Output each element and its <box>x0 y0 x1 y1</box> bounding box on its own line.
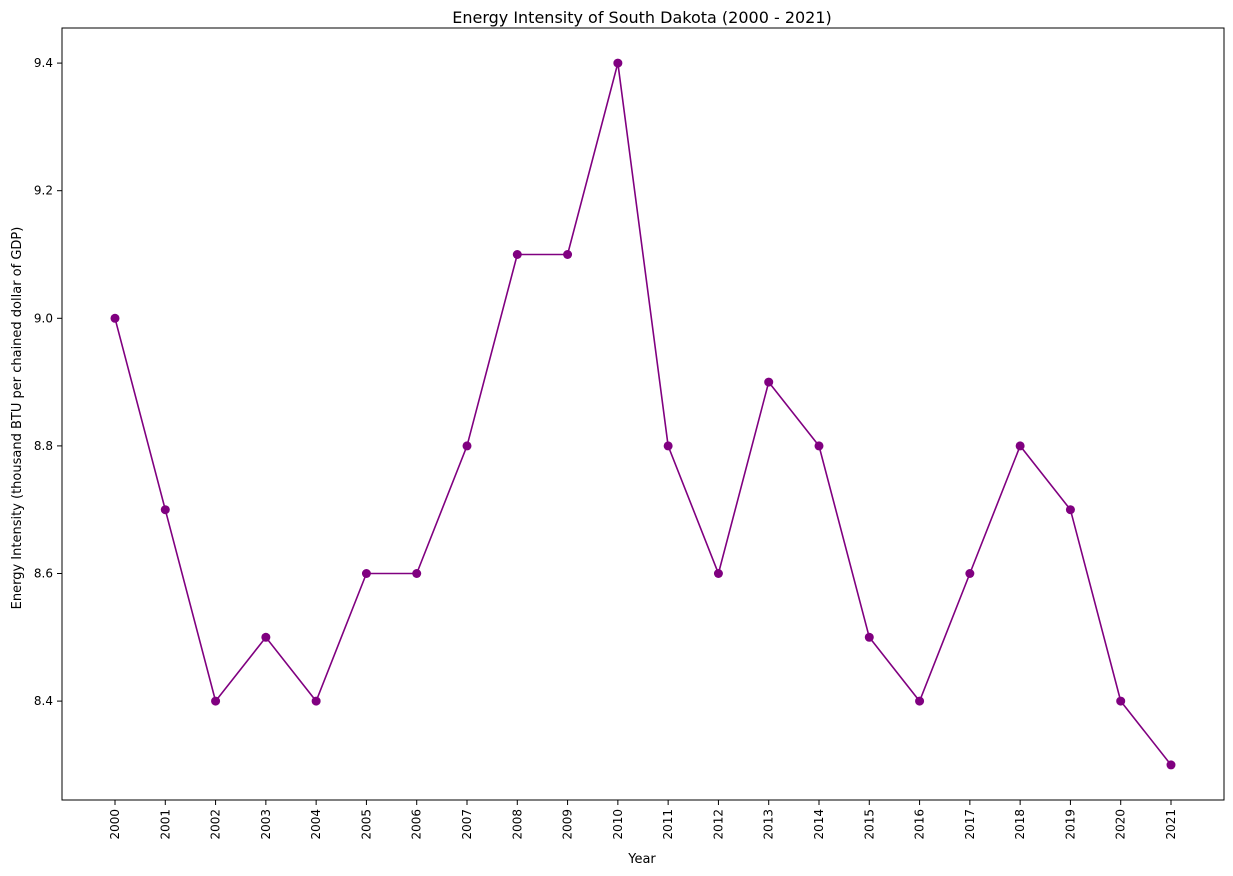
data-point <box>1166 760 1176 770</box>
x-tick-label: 2014 <box>812 809 826 840</box>
data-point <box>764 377 774 387</box>
x-axis-label: Year <box>627 852 656 867</box>
data-point <box>814 441 824 451</box>
data-point <box>915 696 925 706</box>
x-tick-label: 2006 <box>410 809 424 840</box>
series-line <box>114 62 1172 766</box>
y-tick-label: 8.4 <box>34 694 53 708</box>
x-tick-label: 2012 <box>711 809 725 840</box>
x-tick-label: 2019 <box>1063 809 1077 840</box>
plot-area <box>61 27 1225 801</box>
y-tick-label: 9.0 <box>34 311 53 325</box>
x-tick-label: 2010 <box>611 809 625 840</box>
data-point <box>563 249 573 259</box>
data-point <box>311 696 321 706</box>
y-tick-label: 9.2 <box>34 184 53 198</box>
x-tick-label: 2000 <box>108 809 122 840</box>
x-tick-label: 2007 <box>460 809 474 840</box>
data-point <box>160 505 170 515</box>
data-point <box>613 58 623 68</box>
x-tick-label: 2015 <box>862 809 876 840</box>
x-tick-label: 2020 <box>1114 809 1128 840</box>
data-point <box>1065 505 1075 515</box>
data-point <box>663 441 673 451</box>
data-point <box>211 696 221 706</box>
x-tick-label: 2002 <box>209 809 223 840</box>
x-tick-label: 2013 <box>762 809 776 840</box>
y-tick-label: 8.8 <box>34 439 53 453</box>
x-tick-label: 2021 <box>1164 809 1178 840</box>
data-point <box>462 441 472 451</box>
x-axis: 2000 2001 2002 2003 2004 2005 2006 2007 2008 2009… <box>108 800 1178 840</box>
x-tick-label: 2009 <box>561 809 575 840</box>
series-energy-intensity <box>110 58 1176 770</box>
y-axis-label: Energy Intensity (thousand BTU per chain… <box>10 227 25 610</box>
x-tick-label: 2008 <box>510 809 524 840</box>
data-point <box>412 569 422 579</box>
data-point <box>361 569 371 579</box>
data-point <box>1015 441 1025 451</box>
y-tick-label: 8.6 <box>34 567 53 581</box>
x-tick-label: 2018 <box>1013 809 1027 840</box>
x-tick-label: 2003 <box>259 809 273 840</box>
data-point <box>965 569 975 579</box>
chart-title: Energy Intensity of South Dakota (2000 -… <box>452 8 832 27</box>
x-tick-label: 2011 <box>661 809 675 840</box>
y-axis: 8.4 8.6 8.8 9.0 9.2 9.4 <box>34 56 62 708</box>
x-tick-label: 2001 <box>158 809 172 840</box>
x-tick-label: 2016 <box>913 809 927 840</box>
data-point <box>512 249 522 259</box>
data-point <box>261 632 271 642</box>
x-tick-label: 2005 <box>359 809 373 840</box>
y-tick-label: 9.4 <box>34 56 53 70</box>
data-point <box>110 313 120 323</box>
data-point <box>864 632 874 642</box>
x-tick-label: 2004 <box>309 809 323 840</box>
data-point <box>1116 696 1126 706</box>
data-point <box>713 569 723 579</box>
x-tick-label: 2017 <box>963 809 977 840</box>
